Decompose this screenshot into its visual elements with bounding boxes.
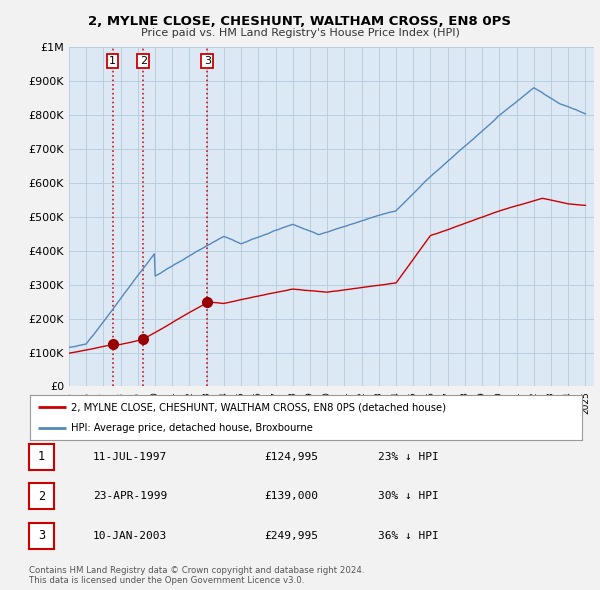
Text: HPI: Average price, detached house, Broxbourne: HPI: Average price, detached house, Brox… (71, 422, 313, 432)
Text: £124,995: £124,995 (264, 452, 318, 461)
Text: 36% ↓ HPI: 36% ↓ HPI (378, 531, 439, 540)
Text: 3: 3 (38, 529, 45, 542)
Text: £139,000: £139,000 (264, 491, 318, 501)
Text: £249,995: £249,995 (264, 531, 318, 540)
Text: Price paid vs. HM Land Registry's House Price Index (HPI): Price paid vs. HM Land Registry's House … (140, 28, 460, 38)
Text: Contains HM Land Registry data © Crown copyright and database right 2024.
This d: Contains HM Land Registry data © Crown c… (29, 566, 364, 585)
Text: 2: 2 (140, 56, 147, 65)
Text: 3: 3 (204, 56, 211, 65)
Text: 2, MYLNE CLOSE, CHESHUNT, WALTHAM CROSS, EN8 0PS: 2, MYLNE CLOSE, CHESHUNT, WALTHAM CROSS,… (89, 15, 511, 28)
Text: 23% ↓ HPI: 23% ↓ HPI (378, 452, 439, 461)
Text: 1: 1 (38, 450, 45, 463)
Text: 2, MYLNE CLOSE, CHESHUNT, WALTHAM CROSS, EN8 0PS (detached house): 2, MYLNE CLOSE, CHESHUNT, WALTHAM CROSS,… (71, 402, 446, 412)
Text: 30% ↓ HPI: 30% ↓ HPI (378, 491, 439, 501)
Text: 1: 1 (109, 56, 116, 65)
Text: 11-JUL-1997: 11-JUL-1997 (93, 452, 167, 461)
Text: 10-JAN-2003: 10-JAN-2003 (93, 531, 167, 540)
Text: 23-APR-1999: 23-APR-1999 (93, 491, 167, 501)
Text: 2: 2 (38, 490, 45, 503)
